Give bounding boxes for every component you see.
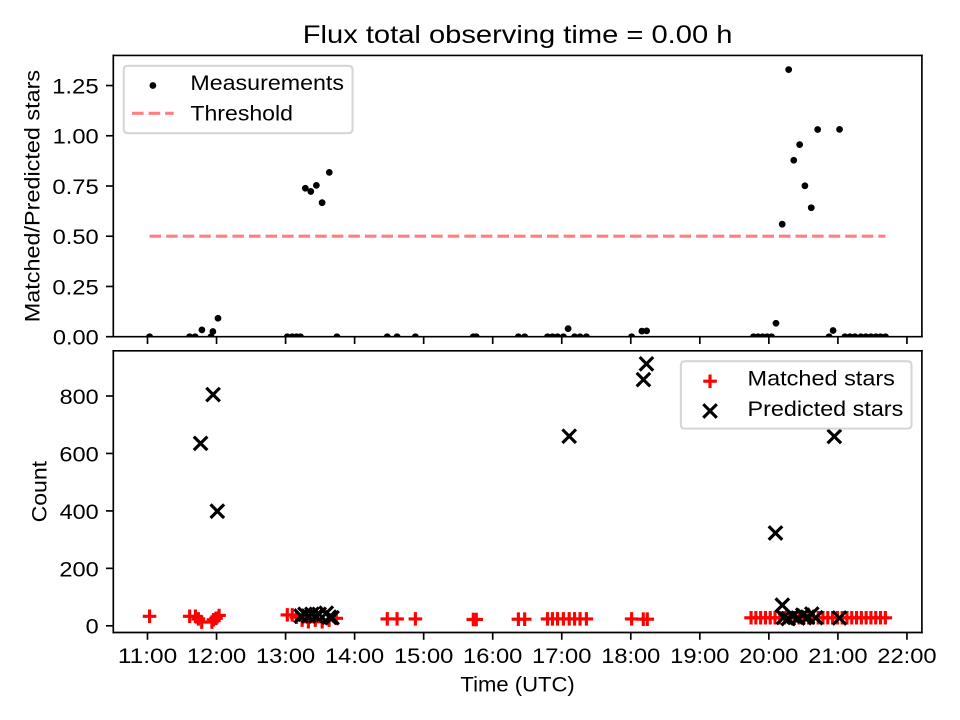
svg-text:Threshold: Threshold [190, 103, 293, 126]
svg-text:18:00: 18:00 [601, 645, 660, 668]
svg-text:Count: Count [28, 461, 51, 523]
svg-text:22:00: 22:00 [877, 645, 936, 668]
svg-text:Matched/Predicted stars: Matched/Predicted stars [22, 70, 45, 322]
svg-text:14:00: 14:00 [325, 645, 384, 668]
svg-text:21:00: 21:00 [808, 645, 867, 668]
svg-text:17:00: 17:00 [532, 645, 591, 668]
svg-text:19:00: 19:00 [670, 645, 729, 668]
svg-text:Predicted stars: Predicted stars [748, 398, 904, 421]
svg-text:0.75: 0.75 [52, 176, 98, 199]
svg-text:800: 800 [60, 386, 99, 409]
svg-text:0.00: 0.00 [53, 327, 99, 350]
svg-text:15:00: 15:00 [394, 645, 453, 668]
svg-text:20:00: 20:00 [739, 645, 798, 668]
svg-text:1.25: 1.25 [52, 75, 99, 98]
svg-text:Measurements: Measurements [190, 72, 344, 95]
svg-text:600: 600 [59, 443, 98, 466]
svg-text:1.00: 1.00 [53, 126, 99, 149]
svg-text:0.25: 0.25 [52, 276, 98, 299]
svg-text:12:00: 12:00 [187, 645, 246, 668]
svg-text:Matched stars: Matched stars [748, 367, 895, 390]
svg-text:11:00: 11:00 [118, 645, 177, 668]
svg-text:Time (UTC): Time (UTC) [460, 673, 574, 696]
svg-text:400: 400 [60, 501, 99, 524]
svg-text:13:00: 13:00 [256, 645, 315, 668]
svg-text:0: 0 [86, 616, 99, 639]
svg-text:0.50: 0.50 [53, 226, 99, 249]
svg-text:200: 200 [59, 558, 98, 581]
svg-text:Flux total observing time = 0.: Flux total observing time = 0.00 h [303, 21, 733, 49]
svg-text:16:00: 16:00 [463, 645, 522, 668]
